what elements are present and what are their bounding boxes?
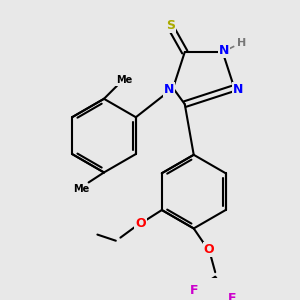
Text: N: N bbox=[233, 83, 243, 96]
Text: H: H bbox=[237, 38, 246, 48]
Text: O: O bbox=[204, 243, 214, 256]
Text: S: S bbox=[167, 19, 176, 32]
Text: O: O bbox=[135, 217, 146, 230]
Text: Me: Me bbox=[116, 75, 132, 85]
Text: Me: Me bbox=[73, 184, 89, 194]
Text: N: N bbox=[164, 83, 174, 96]
Text: F: F bbox=[228, 292, 236, 300]
Text: N: N bbox=[219, 44, 230, 57]
Text: F: F bbox=[190, 284, 198, 297]
